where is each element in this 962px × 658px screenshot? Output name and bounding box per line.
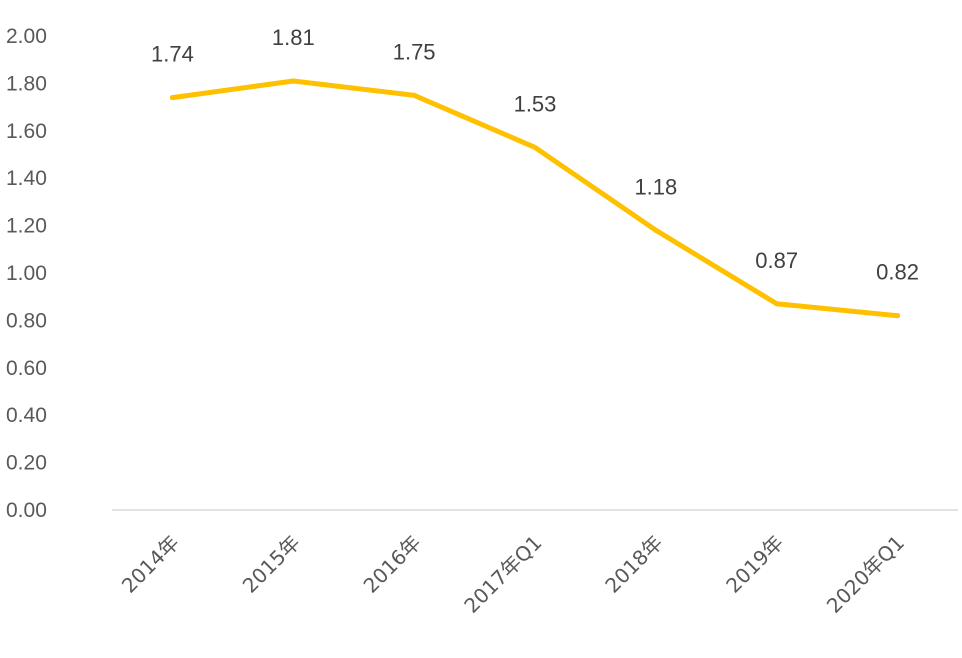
data-label: 1.18	[634, 174, 677, 199]
y-tick-label: 1.20	[6, 215, 47, 238]
y-tick-label: 1.80	[6, 72, 47, 95]
y-tick-label: 0.40	[6, 404, 47, 427]
y-tick-label: 1.00	[6, 262, 47, 285]
x-tick-label: 2014年	[117, 531, 184, 598]
y-tick-label: 0.80	[6, 309, 47, 332]
x-tick-label: 2017年Q1	[459, 531, 546, 618]
y-tick-label: 1.40	[6, 167, 47, 190]
y-tick-label: 0.60	[6, 357, 47, 380]
data-label: 1.53	[514, 91, 557, 116]
data-point	[895, 313, 901, 319]
x-tick-label: 2020年Q1	[822, 531, 909, 618]
y-axis-ticks: 0.00 0.20 0.40 0.60 0.80 1.00 1.20 1.40 1.60 1.80…	[6, 25, 47, 522]
x-tick-label: 2018年	[600, 531, 667, 598]
y-tick-label: 1.60	[6, 120, 47, 143]
y-tick-label: 0.00	[6, 499, 47, 522]
data-label: 0.82	[876, 260, 919, 285]
data-label: 1.81	[272, 25, 315, 50]
data-point	[290, 78, 296, 84]
series-group	[169, 78, 901, 319]
data-point	[774, 301, 780, 307]
data-point	[411, 92, 417, 98]
x-tick-label: 2019年	[721, 531, 788, 598]
data-labels: 1.74 1.81 1.75 1.53 1.18 0.87 0.82	[151, 25, 919, 285]
data-point	[169, 95, 175, 101]
data-point	[653, 227, 659, 233]
y-tick-label: 2.00	[6, 25, 47, 48]
data-point	[532, 144, 538, 150]
x-tick-label: 2016年	[359, 531, 426, 598]
y-tick-label: 0.20	[6, 452, 47, 475]
data-label: 0.87	[755, 248, 798, 273]
data-label: 1.75	[393, 39, 436, 64]
x-tick-label: 2015年	[238, 531, 305, 598]
x-axis-ticks: 2014年 2015年 2016年 2017年Q1 2018年 2019年 2020年Q1	[117, 531, 909, 618]
data-label: 1.74	[151, 42, 194, 67]
